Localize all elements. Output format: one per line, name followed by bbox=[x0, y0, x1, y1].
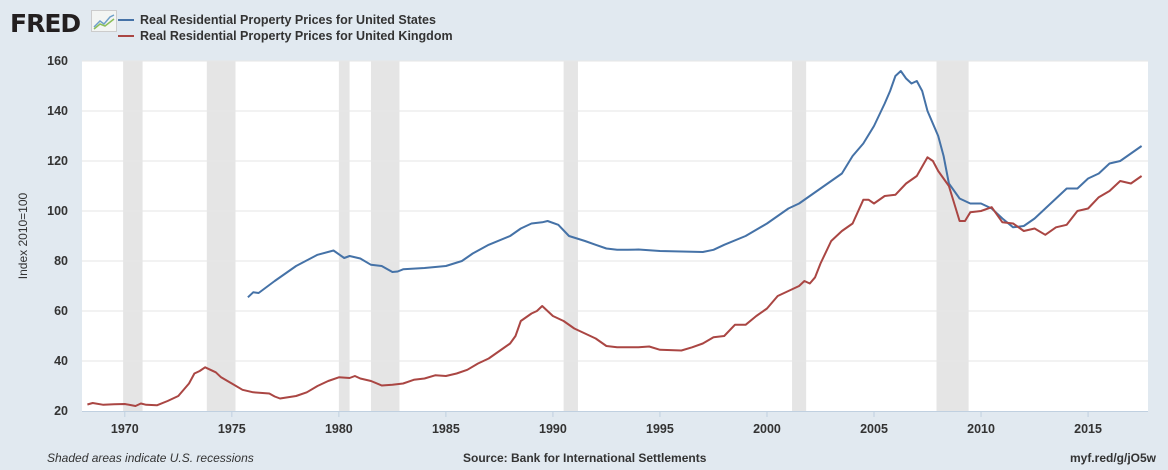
recession-band bbox=[936, 61, 969, 411]
x-tick-label: 2010 bbox=[967, 422, 995, 436]
legend-label: Real Residential Property Prices for Uni… bbox=[140, 13, 436, 27]
fred-chart-icon bbox=[91, 10, 117, 32]
series-line-uk bbox=[87, 156, 1143, 407]
x-tick-label: 1975 bbox=[218, 422, 246, 436]
y-tick-label: 140 bbox=[47, 104, 68, 118]
plot-area bbox=[82, 61, 1148, 411]
recession-band bbox=[123, 61, 143, 411]
x-tick-label: 1990 bbox=[539, 422, 567, 436]
legend-item-us[interactable]: Real Residential Property Prices for Uni… bbox=[118, 12, 453, 28]
recession-band bbox=[370, 61, 400, 411]
series-line-us bbox=[247, 70, 1143, 299]
y-tick-label: 160 bbox=[47, 54, 68, 68]
recession-band bbox=[338, 61, 350, 411]
x-tick-label: 2000 bbox=[753, 422, 781, 436]
x-tick-label: 2015 bbox=[1074, 422, 1102, 436]
x-tick-label: 1980 bbox=[325, 422, 353, 436]
fred-logo[interactable]: FRED bbox=[10, 9, 81, 38]
legend-label: Real Residential Property Prices for Uni… bbox=[140, 29, 453, 43]
legend-item-uk[interactable]: Real Residential Property Prices for Uni… bbox=[118, 28, 453, 44]
x-tick-label: 1995 bbox=[646, 422, 674, 436]
source-text: Source: Bank for International Settlemen… bbox=[463, 451, 707, 465]
legend-swatch bbox=[118, 35, 134, 37]
legend: Real Residential Property Prices for Uni… bbox=[118, 12, 453, 44]
y-tick-label: 60 bbox=[54, 304, 68, 318]
x-tick-label: 1970 bbox=[111, 422, 139, 436]
legend-swatch bbox=[118, 19, 134, 21]
x-tick-label: 2005 bbox=[860, 422, 888, 436]
y-tick-label: 100 bbox=[47, 204, 68, 218]
x-tick-label: 1985 bbox=[432, 422, 460, 436]
short-link[interactable]: myf.red/g/jO5w bbox=[1069, 451, 1156, 465]
y-tick-label: 120 bbox=[47, 154, 68, 168]
recession-band bbox=[206, 61, 236, 411]
recession-note: Shaded areas indicate U.S. recessions bbox=[47, 451, 254, 465]
y-tick-label: 80 bbox=[54, 254, 68, 268]
recession-band bbox=[792, 61, 807, 411]
y-tick-label: 20 bbox=[54, 404, 68, 418]
y-tick-label: 40 bbox=[54, 354, 68, 368]
